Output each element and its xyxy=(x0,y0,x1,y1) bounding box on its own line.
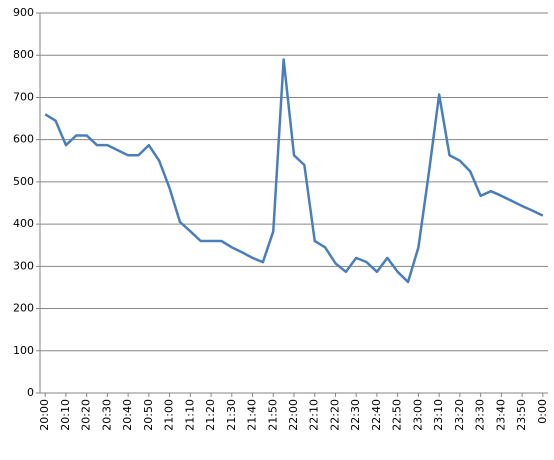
y-tick-label: 700 xyxy=(13,90,34,103)
x-tick-label: 22:40 xyxy=(370,399,383,431)
x-tick-label: 20:30 xyxy=(100,399,113,431)
x-tick-label: 20:40 xyxy=(121,399,134,431)
x-tick-label: 20:50 xyxy=(142,399,155,431)
y-tick-label: 300 xyxy=(13,259,34,272)
y-tick-label: 200 xyxy=(13,302,34,315)
x-tick-label: 22:20 xyxy=(328,399,341,431)
x-tick-label: 21:20 xyxy=(204,399,217,431)
y-tick-label: 100 xyxy=(13,344,34,357)
y-tick-label: 600 xyxy=(13,133,34,146)
x-tick-label: 21:50 xyxy=(266,399,279,431)
y-tick-label: 400 xyxy=(13,217,34,230)
x-tick-label: 20:20 xyxy=(80,399,93,431)
x-tick-label: 20:10 xyxy=(59,399,72,431)
y-tick-label: 500 xyxy=(13,175,34,188)
x-tick-label: 23:30 xyxy=(474,399,487,431)
x-tick-label: 23:00 xyxy=(411,399,424,431)
x-tick-label: 22:00 xyxy=(287,399,300,431)
x-tick-label: 23:20 xyxy=(453,399,466,431)
y-tick-label: 0 xyxy=(27,386,34,399)
x-tick-label: 23:40 xyxy=(494,399,507,431)
x-tick-label: 22:30 xyxy=(349,399,362,431)
line-series xyxy=(44,58,544,284)
x-tick-label: 21:30 xyxy=(225,399,238,431)
x-tick-label: 23:50 xyxy=(515,399,528,431)
x-tick-label: 23:10 xyxy=(432,399,445,431)
x-tick-label: 21:40 xyxy=(246,399,259,431)
x-tick-label: 22:10 xyxy=(308,399,321,431)
x-tick-label: 0:00 xyxy=(536,399,549,424)
x-tick-label: 21:00 xyxy=(163,399,176,431)
y-tick-label: 900 xyxy=(13,6,34,19)
x-tick-label: 20:00 xyxy=(38,399,51,431)
x-tick-label: 21:10 xyxy=(183,399,196,431)
x-tick-label: 22:50 xyxy=(391,399,404,431)
y-tick-label: 800 xyxy=(13,48,34,61)
